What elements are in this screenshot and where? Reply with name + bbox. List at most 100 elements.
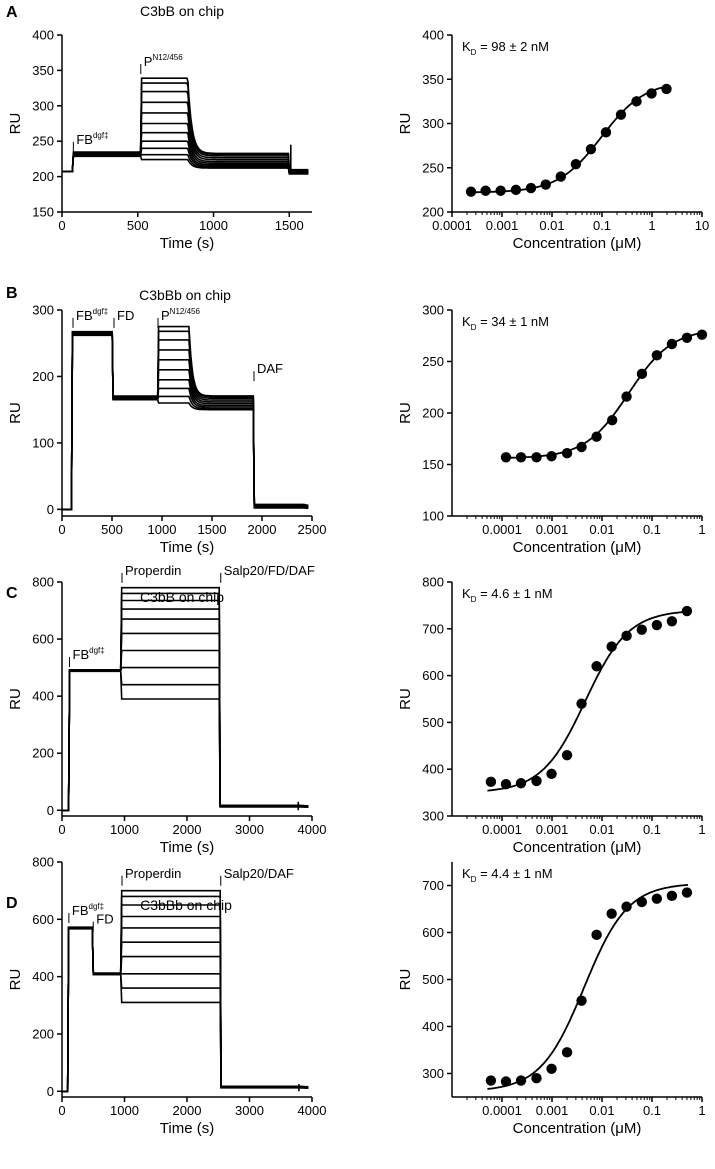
data-point [546,1063,557,1075]
x-tick-label: 0.001 [536,522,569,537]
data-point [591,929,602,941]
x-axis-label: Concentration (μM) [513,539,642,556]
y-tick-label: 800 [422,575,444,590]
x-tick-label: 3000 [235,1103,264,1118]
y-tick-label: 200 [422,205,444,220]
series-line [62,889,309,1093]
x-tick-label: 10 [695,218,709,233]
series-line [62,330,309,511]
y-tick-label: 400 [422,1019,444,1034]
y-tick-label: 700 [422,621,444,636]
data-point [485,1075,497,1086]
y-axis-label: RU [397,402,414,424]
panel-title: C3bB on chip [140,3,224,19]
y-tick-label: 350 [422,72,444,87]
series-line [62,592,309,812]
chart-A-fit: 200 250 300 350 400 0.0001 0.001 0.01 0.1 1 10 Conc… [397,28,709,253]
x-tick-label: 0.001 [536,822,569,837]
y-tick-label: 200 [32,169,54,184]
data-point [540,179,551,190]
data-point [500,1076,512,1087]
x-tick-label: 1 [698,1103,705,1118]
y-axis-label: RU [397,113,414,135]
chart-C-sensorgram: C C3bB on chip 0 200 400 600 800 0 1000 2000 3000 4… [6,563,326,856]
series-line [62,927,309,1093]
data-point [500,778,512,790]
series-line [62,649,309,812]
x-tick-label: 1500 [275,218,304,233]
x-tick-label: 0.01 [589,522,614,537]
panel-letter: B [6,285,18,302]
x-tick-label: 500 [101,522,123,537]
data-point [531,452,542,463]
data-point [515,1075,527,1086]
x-tick-label: 0.0001 [482,1103,522,1118]
series-line [62,586,309,812]
data-point [591,661,602,672]
kd-label: KD = 34 ± 1 nM [462,314,549,332]
x-tick-label: 0.1 [643,522,661,537]
y-tick-label: 300 [422,1066,444,1081]
data-point [636,624,647,635]
y-tick-label: 150 [422,457,444,472]
data-point [606,641,617,652]
x-tick-label: 500 [127,218,149,233]
annotation-label: PN12/456 [144,53,183,69]
chart-B-sensorgram: B C3bBb on chip 0 100 200 300 0 500 1000 1500 2000… [6,285,326,556]
annotation-label: FBdgf‡ [76,307,108,323]
panel-letter: C [6,585,18,602]
x-tick-label: 3000 [235,822,264,837]
y-tick-label: 500 [422,972,444,987]
panel-letter: A [6,4,18,21]
data-point [621,630,632,642]
y-tick-label: 250 [32,134,54,149]
data-point [561,749,573,761]
y-tick-label: 300 [32,98,54,113]
data-point [561,1047,573,1058]
series-line [62,632,309,812]
data-point [681,605,693,617]
series-line [62,928,309,1093]
data-point [661,83,672,95]
x-tick-label: 1000 [199,218,228,233]
y-tick-label: 0 [47,803,54,818]
y-tick-label: 600 [422,925,444,940]
y-tick-label: 400 [422,762,444,777]
series-line [62,904,309,1093]
x-tick-label: 0 [58,1103,65,1118]
y-tick-label: 800 [32,855,54,870]
data-point [696,329,708,340]
y-tick-label: 400 [32,689,54,704]
series-line [62,77,309,173]
y-tick-label: 200 [32,1026,54,1041]
x-tick-label: 0 [58,822,65,837]
y-tick-label: 200 [32,369,54,384]
annotation-label: DAF [257,361,283,376]
x-tick-label: 1500 [198,522,227,537]
annotation-label: PN12/456 [161,307,200,323]
data-point [681,332,693,344]
data-point [585,143,597,155]
x-tick-label: 0.1 [643,822,661,837]
x-tick-label: 1 [648,218,655,233]
x-tick-label: 1000 [110,1103,139,1118]
y-tick-label: 400 [32,28,54,43]
y-axis-label: RU [7,113,24,135]
series-line [62,599,309,812]
data-point [546,768,557,780]
y-tick-label: 700 [422,878,444,893]
y-tick-label: 250 [422,354,444,369]
fit-curve [487,610,689,792]
y-tick-label: 800 [32,575,54,590]
series-line [62,666,309,812]
x-tick-label: 2000 [173,1103,202,1118]
x-tick-label: 0.0001 [482,522,522,537]
data-point [531,775,542,787]
y-tick-label: 200 [422,406,444,421]
x-axis-label: Time (s) [160,235,214,252]
annotation-label: Salp20/DAF [224,866,294,881]
x-tick-label: 1000 [148,522,177,537]
y-tick-label: 400 [422,28,444,43]
y-axis-label: RU [7,969,24,991]
